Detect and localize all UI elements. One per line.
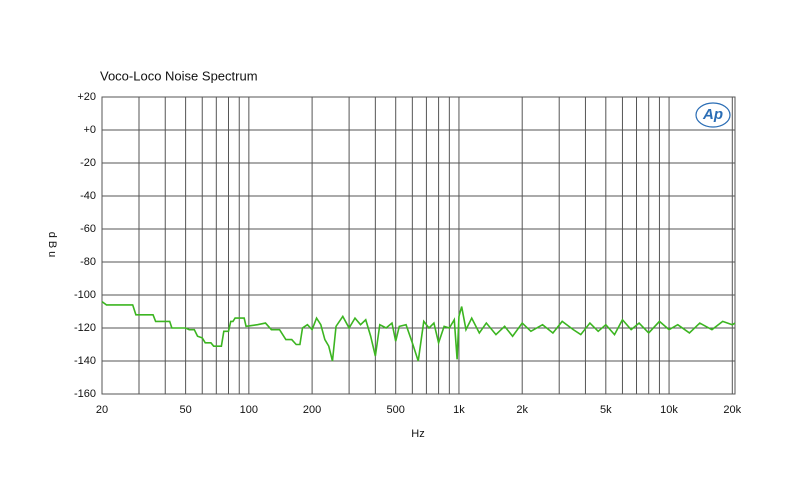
x-tick-label: 1k <box>453 404 465 416</box>
x-tick-label: 20 <box>96 404 108 416</box>
chart-title: Voco-Loco Noise Spectrum <box>100 68 258 83</box>
y-tick-label: -140 <box>74 355 96 367</box>
logo: Ap <box>702 106 723 123</box>
y-tick-label: +20 <box>77 91 96 103</box>
y-axis-label: dBu <box>46 232 58 261</box>
series-line <box>101 300 736 362</box>
x-tick-label: 2k <box>516 404 528 416</box>
y-tick-label: -60 <box>80 223 96 235</box>
x-tick-label: 200 <box>303 404 321 416</box>
x-tick-label: 100 <box>240 404 258 416</box>
x-tick-label: 50 <box>179 404 191 416</box>
y-tick-label: -40 <box>80 190 96 202</box>
y-tick-label: -160 <box>74 388 96 400</box>
x-tick-label: 10k <box>660 404 678 416</box>
x-tick-label: 500 <box>387 404 405 416</box>
x-tick-label: 20k <box>723 404 741 416</box>
y-tick-label: +0 <box>83 124 96 136</box>
y-tick-label: -100 <box>74 289 96 301</box>
x-axis-label: Hz <box>411 428 424 440</box>
y-tick-label: -120 <box>74 322 96 334</box>
y-tick-label: -20 <box>80 157 96 169</box>
logo-ring <box>695 102 731 128</box>
plot-frame <box>101 96 736 395</box>
y-tick-label: -80 <box>80 256 96 268</box>
x-tick-label: 5k <box>600 404 612 416</box>
